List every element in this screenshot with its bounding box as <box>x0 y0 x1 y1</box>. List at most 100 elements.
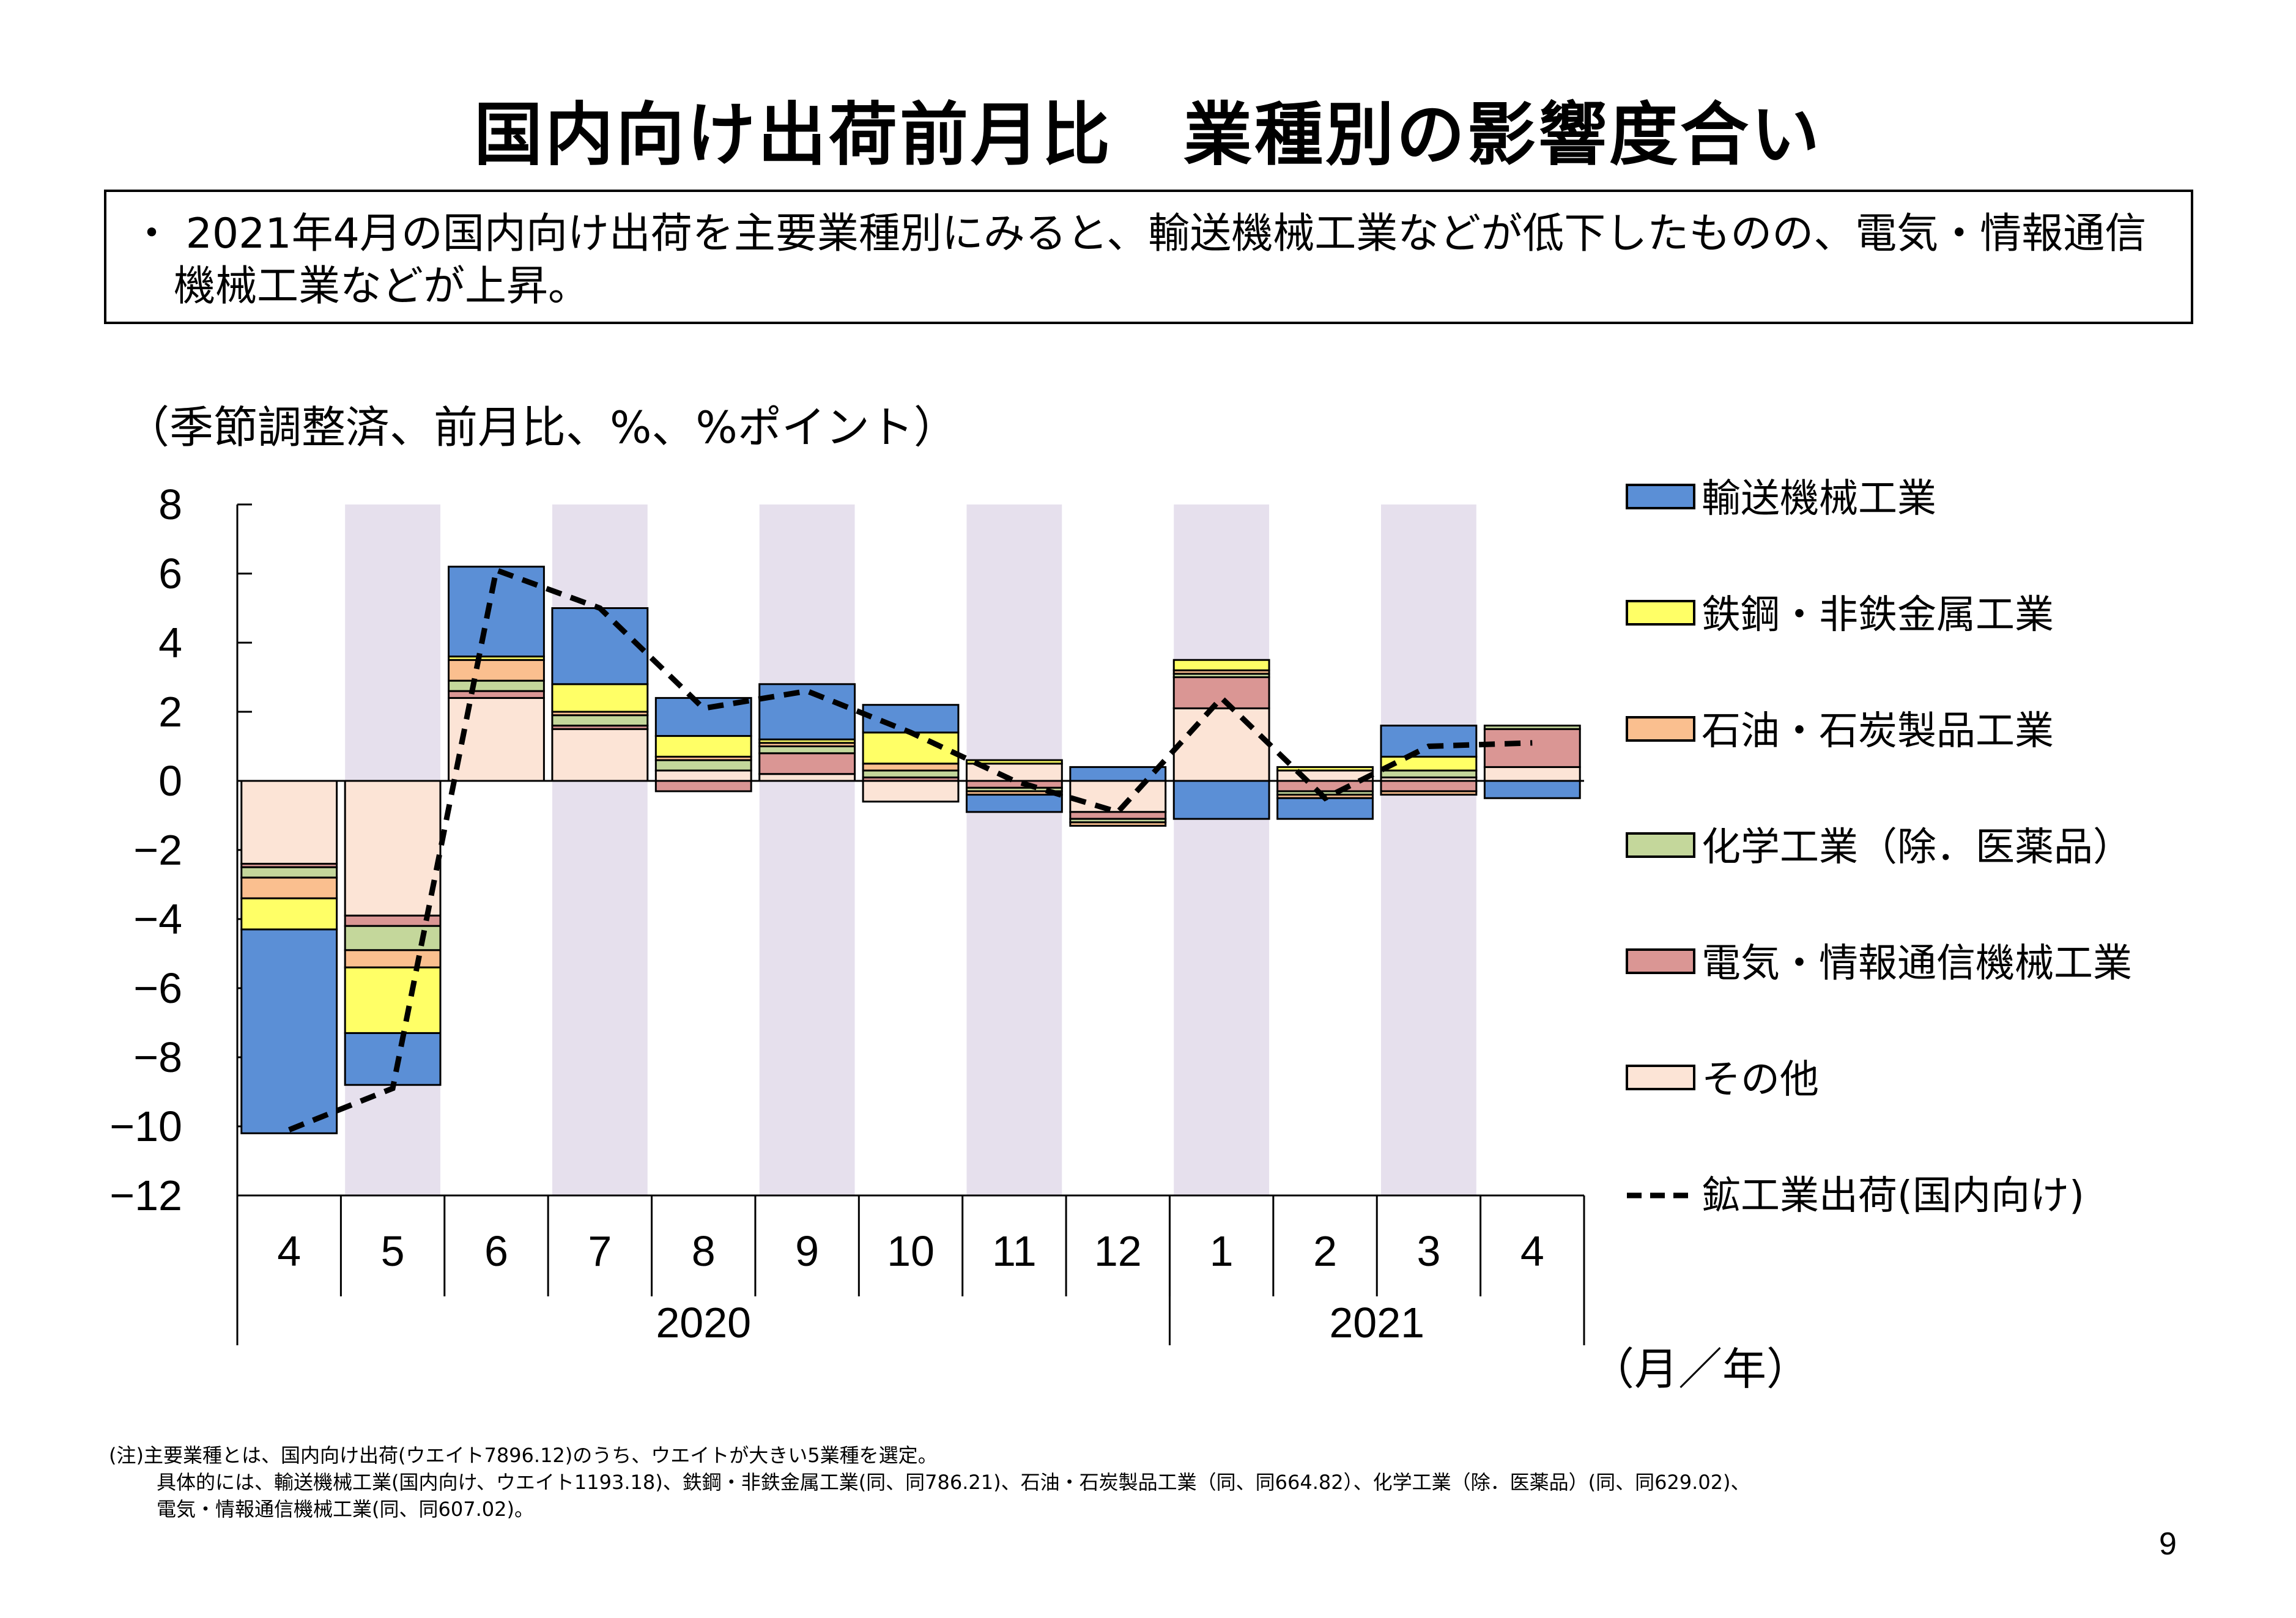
legend-label: 輸送機械工業 <box>1702 476 1936 522</box>
x-unit-note: （月／年） <box>1590 1343 1811 1395</box>
bar-segment <box>1483 728 1581 768</box>
bar-segment <box>758 773 856 782</box>
legend-label: 石油・石炭製品工業 <box>1702 709 2054 754</box>
legend-label: 鉱工業出荷(国内向け) <box>1702 1173 2084 1219</box>
bar-segment <box>1069 780 1167 813</box>
x-tick-label: 8 <box>692 1227 716 1275</box>
bar-segment <box>862 780 960 803</box>
bar-segment <box>240 876 338 900</box>
x-tick-label: 6 <box>484 1227 508 1275</box>
bar-segment <box>551 683 649 713</box>
page-title: 国内向け出荷前月比 業種別の影響度合い <box>474 95 1822 175</box>
shaded-column <box>1381 504 1476 1195</box>
y-tick-label: 0 <box>158 757 182 805</box>
bar-segment <box>1380 769 1478 778</box>
bar-segment <box>1276 766 1374 772</box>
bar-segment <box>240 928 338 1134</box>
y-tick-label: −8 <box>133 1033 182 1081</box>
bar-segment <box>965 759 1063 765</box>
bar-segment <box>862 731 960 765</box>
bar-segment <box>448 679 545 692</box>
bar-segment <box>551 714 649 727</box>
shaded-column <box>966 504 1062 1195</box>
bar-segment <box>758 752 856 775</box>
line-series <box>288 566 1533 1132</box>
legend-swatch <box>1626 600 1695 626</box>
bar-segment <box>965 794 1063 813</box>
bar-segment <box>862 704 960 734</box>
bar-segment <box>654 780 752 792</box>
bar-segment <box>551 728 649 782</box>
shaded-column <box>759 504 855 1195</box>
bar-segment <box>344 780 442 917</box>
bar-segment <box>344 966 442 1034</box>
x-tick-label: 2 <box>1313 1227 1337 1275</box>
bar-segment <box>240 866 338 879</box>
bar-segment <box>448 690 545 699</box>
x-tick-label: 3 <box>1416 1227 1440 1275</box>
bar-segment <box>1172 659 1270 671</box>
legend-swatch <box>1626 832 1695 858</box>
x-tick-label: 5 <box>381 1227 405 1275</box>
y-tick-label: 2 <box>158 688 182 736</box>
bar-segment <box>1483 780 1581 799</box>
legend-label: 化学工業（除．医薬品） <box>1702 825 2132 870</box>
bar-segment <box>1069 811 1167 820</box>
bar-segment <box>1069 821 1167 827</box>
y-tick-label: −10 <box>109 1103 182 1150</box>
y-tick-label: 8 <box>158 481 182 528</box>
bar-segment <box>240 780 338 865</box>
bar-segment <box>1276 780 1374 792</box>
footnote-line: 電気・情報通信機械工業(同、同607.02)。 <box>157 1498 534 1521</box>
x-tick-label: 4 <box>277 1227 301 1275</box>
x-tick-label: 4 <box>1520 1227 1544 1275</box>
legend-swatch <box>1626 716 1695 742</box>
y-tick-label: −2 <box>133 826 182 874</box>
x-tick-label: 12 <box>1094 1227 1142 1275</box>
bar-segment <box>344 925 442 951</box>
bar-segment <box>1380 725 1478 758</box>
bar-segment <box>240 897 338 931</box>
y-tick-label: 6 <box>158 550 182 597</box>
shaded-column <box>1174 504 1270 1195</box>
summary-text: ・ 2021年4月の国内向け出荷を主要業種別にみると、輸送機械工業などが低下した… <box>131 210 2147 311</box>
x-tick-label: 11 <box>992 1227 1037 1275</box>
bar-segment <box>344 1032 442 1086</box>
page-number: 9 <box>2159 1526 2177 1562</box>
bar-segment <box>1172 676 1270 709</box>
bar-segment <box>758 683 856 741</box>
y-unit-note: （季節調整済、前月比、%、%ポイント） <box>125 402 958 453</box>
y-tick-label: −12 <box>109 1172 182 1219</box>
bar-segment <box>344 949 442 969</box>
bar-segment <box>551 607 649 685</box>
footnote-line: (注)主要業種とは、国内向け出荷(ウエイト7896.12)のうち、ウエイトが大き… <box>109 1444 938 1467</box>
bar-segment <box>1483 725 1581 730</box>
legend-label: 鉄鋼・非鉄金属工業 <box>1702 593 2054 638</box>
line-layer <box>288 566 1533 1132</box>
legend-swatch <box>1626 484 1695 509</box>
y-tick-label: −6 <box>133 964 182 1012</box>
bar-layer <box>240 566 1581 1134</box>
footnote: (注)主要業種とは、国内向け出荷(ウエイト7896.12)のうち、ウエイトが大き… <box>109 1442 1750 1523</box>
bar-segment <box>758 745 856 755</box>
bar-segment <box>1276 797 1374 820</box>
summary-box: ・ 2021年4月の国内向け出荷を主要業種別にみると、輸送機械工業などが低下した… <box>104 190 2193 324</box>
bar-segment <box>448 696 545 782</box>
legend-label: 電気・情報通信機械工業 <box>1702 941 2132 986</box>
year-label: 2020 <box>656 1299 751 1346</box>
x-tick-label: 1 <box>1210 1227 1234 1275</box>
legend-label: その他 <box>1702 1057 1819 1103</box>
y-tick-label: 4 <box>158 619 182 667</box>
bar-segment <box>1380 790 1478 796</box>
year-label: 2021 <box>1329 1299 1424 1346</box>
bar-segment <box>1483 766 1581 782</box>
bar-segment <box>1069 766 1167 782</box>
footnote-line: 具体的には、輸送機械工業(国内向け、ウエイト1193.18)、鉄鋼・非鉄金属工業… <box>157 1471 1750 1494</box>
x-tick-label: 9 <box>795 1227 819 1275</box>
bar-segment <box>654 735 752 758</box>
bar-segment <box>862 763 960 772</box>
x-tick-label: 7 <box>588 1227 612 1275</box>
